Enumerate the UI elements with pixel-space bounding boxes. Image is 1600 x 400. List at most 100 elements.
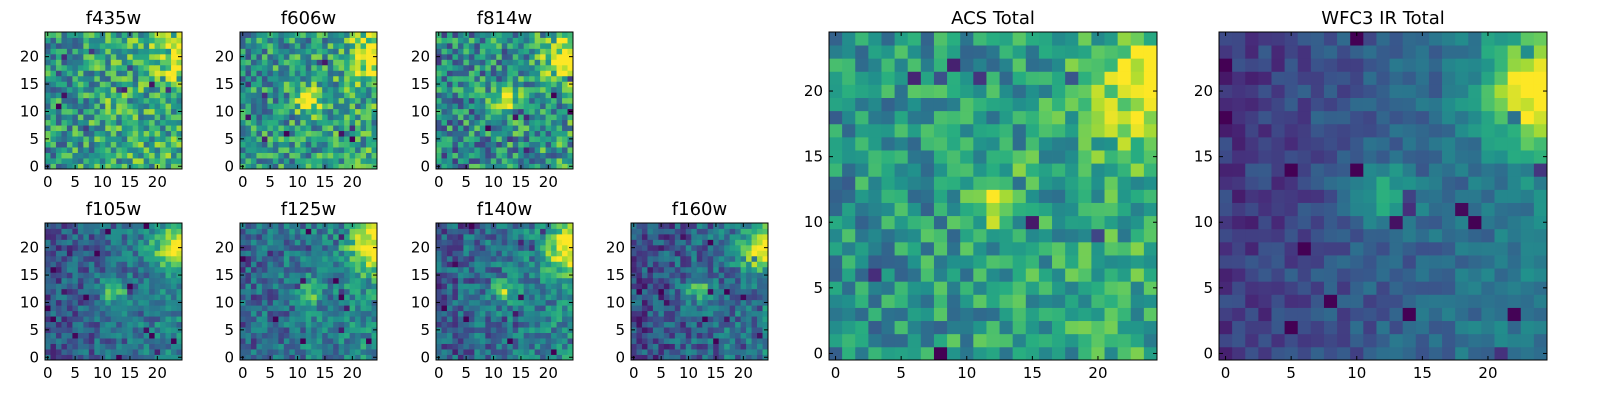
heatmap-cell [518, 283, 525, 290]
heatmap-cell [446, 97, 453, 104]
heatmap-cell [960, 202, 974, 217]
heatmap-cell [490, 299, 497, 306]
heatmap-cell [99, 86, 106, 93]
heatmap-cell [45, 42, 51, 49]
heatmap-cell [305, 32, 312, 38]
heatmap-cell [333, 223, 340, 229]
heatmap-cell [534, 70, 541, 77]
heatmap-cell [289, 233, 296, 240]
heatmap-cell [540, 42, 546, 49]
heatmap-cell [165, 92, 172, 99]
heatmap-cell [636, 283, 643, 290]
heatmap-cell [278, 125, 285, 132]
heatmap-cell [507, 223, 514, 229]
heatmap-cell [360, 75, 367, 82]
heatmap-cell [305, 125, 312, 132]
heatmap-cell [366, 37, 372, 44]
heatmap-cell [61, 108, 68, 115]
heatmap-cell [110, 299, 117, 306]
heatmap-cell [534, 158, 541, 164]
heatmap-cell [278, 288, 285, 295]
heatmap-cell [674, 310, 681, 317]
heatmap-cell [751, 228, 758, 235]
heatmap-cell [267, 349, 274, 355]
heatmap-cell [669, 228, 676, 235]
heatmap-cell [333, 349, 340, 355]
heatmap-cell [338, 32, 345, 38]
heatmap-cell [556, 108, 563, 115]
heatmap-cell [757, 305, 763, 312]
heatmap-cell [300, 343, 307, 350]
heatmap-cell [160, 233, 166, 240]
heatmap-cell [132, 250, 139, 257]
heatmap-cell [45, 119, 51, 126]
heatmap-cell [316, 354, 323, 361]
x-tick-label: 20 [343, 173, 362, 191]
heatmap-cell [452, 283, 459, 290]
heatmap-cell [468, 75, 475, 82]
heatmap-cell [283, 327, 290, 333]
heatmap-cell [66, 141, 73, 148]
heatmap-cell [986, 202, 1000, 217]
heatmap-cell [256, 32, 263, 38]
heatmap-cell [562, 261, 568, 268]
heatmap-cell [540, 130, 546, 137]
heatmap-cell [735, 332, 741, 339]
heatmap-cell [88, 321, 95, 328]
heatmap-cell [436, 332, 442, 339]
heatmap-cell [149, 338, 155, 344]
heatmap-cell [316, 288, 323, 295]
heatmap-cell [88, 59, 95, 66]
heatmap-cell [61, 37, 68, 44]
heatmap-cell [272, 255, 279, 262]
heatmap-cell [468, 119, 475, 126]
heatmap-cell [652, 261, 659, 268]
heatmap-cell [551, 70, 557, 77]
heatmap-cell [551, 305, 557, 312]
heatmap-cell [355, 305, 361, 312]
heatmap-cell [674, 316, 681, 323]
heatmap-cell [1052, 320, 1066, 335]
heatmap-cell [143, 59, 150, 66]
heatmap-cell [316, 97, 323, 104]
heatmap-cell [300, 53, 307, 60]
heatmap-cell [452, 152, 459, 159]
heatmap-cell [267, 114, 274, 121]
heatmap-cell [143, 228, 150, 235]
heatmap-cell [267, 86, 274, 93]
heatmap-cell [344, 332, 350, 339]
heatmap-cell [729, 277, 736, 284]
heatmap-cell [261, 141, 268, 148]
heatmap-cell [501, 228, 508, 235]
heatmap-cell [933, 163, 948, 177]
heatmap-cell [474, 125, 481, 132]
heatmap-cell [507, 158, 514, 164]
heatmap-cell [338, 37, 345, 44]
heatmap-cell [512, 305, 519, 312]
heatmap-cell [735, 228, 741, 235]
heatmap-cell [261, 261, 268, 268]
heatmap-cell [663, 327, 670, 333]
heatmap-cell [556, 272, 563, 279]
heatmap-cell [50, 37, 57, 44]
heatmap-cell [757, 327, 763, 333]
heatmap-cell [529, 316, 536, 323]
heatmap-cell [305, 48, 312, 55]
heatmap-cell [272, 321, 279, 328]
heatmap-cell [99, 321, 106, 328]
heatmap-cell [121, 294, 128, 301]
heatmap-cell [143, 294, 150, 301]
heatmap-cell [534, 250, 541, 257]
heatmap-cell [529, 294, 536, 301]
heatmap-cell [485, 158, 492, 164]
heatmap-cell [729, 310, 736, 317]
heatmap-cell [55, 53, 62, 60]
heatmap-cell [551, 92, 557, 99]
heatmap-cell [702, 244, 709, 251]
heatmap-cell [289, 294, 296, 301]
heatmap-cell [250, 136, 257, 142]
heatmap-cell [855, 333, 869, 348]
heatmap-cell [529, 86, 536, 93]
heatmap-cell [283, 147, 290, 153]
heatmap-cell [165, 310, 172, 317]
